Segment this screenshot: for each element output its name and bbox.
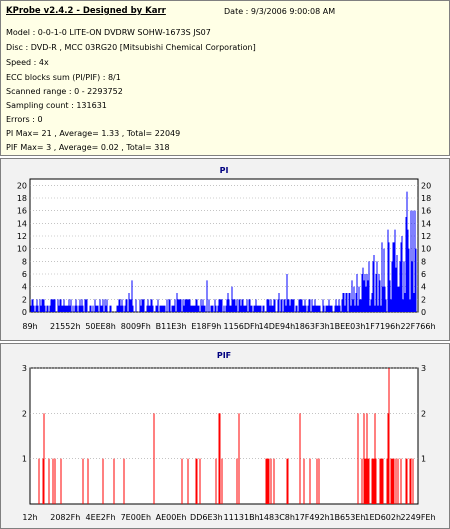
y-tick-label-left: 20 [17, 181, 27, 190]
y-tick-label-right: 18 [421, 194, 431, 203]
x-tick-label: 2082Fh [50, 513, 80, 522]
y-tick-label-left: 12 [17, 232, 27, 241]
y-tick-label-right: 1 [421, 455, 426, 464]
y-tick-label-right: 2 [421, 295, 426, 304]
pif-chart-panel: PIF 1 1 2 2 3 3 12h 2082Fh 4EE2Fh 7E00Eh AE00Eh DD6E… [0, 343, 450, 529]
y-tick-label-left: 14 [17, 219, 27, 228]
info-panel: KProbe v2.4.2 - Designed by Karr Date : … [0, 0, 450, 156]
model-line: Model : 0-0-1-0 LITE-ON DVDRW SOHW-1673S… [6, 28, 211, 37]
speed-line: Speed : 4x [6, 58, 49, 67]
plot-area [29, 178, 419, 313]
y-tick-label-right: 14 [421, 219, 431, 228]
x-tick-label: 1156DFh [224, 322, 260, 331]
x-tick-label: 14DE94h [259, 322, 296, 331]
x-tick-label: 4EE2Fh [86, 513, 116, 522]
y-tick-label-left: 4 [22, 283, 27, 292]
y-tick-label-left: 10 [17, 245, 27, 254]
y-tick-label-right: 3 [421, 364, 426, 373]
pi-chart: PI 0 0 2 2 4 4 6 6 8 8 10 10 12 12 14 14 16 16 18 18 20 20 89h 2… [17, 166, 436, 331]
x-tick-label: 21552h [50, 322, 81, 331]
y-tick-label-right: 8 [421, 257, 426, 266]
x-tick-label: 8009Fh [121, 322, 151, 331]
y-tick-label-left: 1 [22, 455, 27, 464]
x-tick-label: 1B653Eh [329, 513, 365, 522]
y-tick-label-left: 0 [22, 308, 27, 317]
disc-line: Disc : DVD-R , MCC 03RG20 [Mitsubishi Ch… [6, 43, 256, 52]
y-tick-label-left: 2 [22, 295, 27, 304]
x-tick-label: 11131Bh [224, 513, 260, 522]
x-tick-label: DD6E3h [190, 513, 223, 522]
chart-title: PIF [217, 351, 231, 360]
y-tick-label-right: 10 [421, 245, 431, 254]
x-tick-label: 89h [22, 322, 37, 331]
x-tick-label: 17F492h [295, 513, 330, 522]
y-tick-label-right: 12 [421, 232, 431, 241]
y-tick-label-left: 18 [17, 194, 27, 203]
y-tick-label-left: 2 [22, 409, 27, 418]
x-tick-label: AE00Eh [156, 513, 187, 522]
y-tick-label-right: 0 [421, 308, 426, 317]
y-tick-label-left: 3 [22, 364, 27, 373]
scan-date: Date : 9/3/2006 9:00:08 AM [224, 7, 336, 16]
y-tick-label-left: 8 [22, 257, 27, 266]
x-tick-label: 12h [22, 513, 37, 522]
x-tick-label: 1BEE03h [329, 322, 365, 331]
x-tick-label: B11E3h [156, 322, 187, 331]
plot-area [29, 367, 419, 505]
app-title: KProbe v2.4.2 - Designed by Karr [6, 6, 166, 16]
y-tick-label-right: 4 [421, 283, 426, 292]
pif-chart: PIF 1 1 2 2 3 3 12h 2082Fh 4EE2Fh 7E00Eh AE00Eh DD6E… [22, 351, 436, 522]
y-tick-label-right: 16 [421, 207, 431, 216]
y-tick-label-right: 20 [421, 181, 431, 190]
y-tick-label-left: 16 [17, 207, 27, 216]
y-tick-label-left: 6 [22, 270, 27, 279]
y-tick-label-right: 6 [421, 270, 426, 279]
x-tick-label: 1F7196h [365, 322, 400, 331]
x-tick-label: 1483C8h [259, 513, 295, 522]
ecc-line: ECC blocks sum (PI/PIF) : 8/1 [6, 73, 121, 82]
x-tick-label: 50EE8h [85, 322, 115, 331]
sampling-line: Sampling count : 131631 [6, 101, 107, 110]
pif-summary-line: PIF Max= 3 , Average= 0.02 , Total= 318 [6, 143, 170, 152]
x-tick-label: 2249FEh [400, 513, 435, 522]
x-tick-label: 1863F3h [295, 322, 330, 331]
pi-chart-panel: PI 0 0 2 2 4 4 6 6 8 8 10 10 12 12 14 14 16 16 18 18 20 20 89h 2… [0, 158, 450, 341]
x-tick-label: 1ED602h [364, 513, 401, 522]
errors-line: Errors : 0 [6, 115, 43, 124]
x-tick-label: 22F766h [400, 322, 435, 331]
y-tick-label-right: 2 [421, 409, 426, 418]
chart-title: PI [220, 166, 229, 175]
pi-summary-line: PI Max= 21 , Average= 1.33 , Total= 2204… [6, 129, 181, 138]
range-line: Scanned range : 0 - 2293752 [6, 87, 123, 96]
x-tick-label: 7E00Eh [121, 513, 151, 522]
x-tick-label: E18F9h [191, 322, 221, 331]
